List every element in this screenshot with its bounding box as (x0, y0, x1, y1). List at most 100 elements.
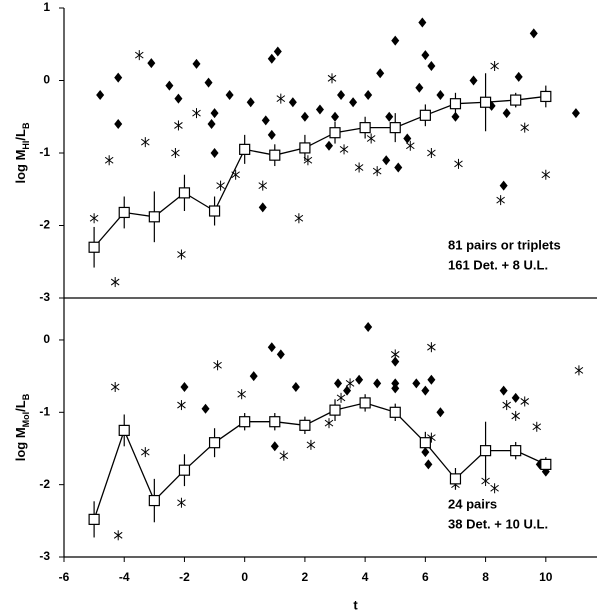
upper-limit (532, 421, 542, 432)
upper-limit-stroke (171, 149, 180, 157)
upper-limit-stroke (574, 366, 584, 374)
detection (291, 381, 300, 392)
y-tick-label: -3 (39, 290, 50, 304)
mean-point (299, 419, 311, 431)
detection (418, 17, 427, 28)
upper-limit (134, 50, 144, 61)
upper-limit-stroke (237, 390, 246, 398)
x-tick-label: -2 (179, 570, 190, 584)
mean-point (329, 404, 341, 416)
y-axis-label: log MHI/LB (13, 122, 31, 184)
annotation: 161 Det. + 8 U.L. (448, 257, 548, 272)
upper-limit (336, 392, 346, 403)
upper-limit (110, 381, 120, 392)
annotation: 38 Det. + 10 U.L. (448, 516, 548, 531)
detection (201, 403, 210, 414)
detection (267, 129, 276, 140)
mean-point (419, 437, 431, 449)
upper-limit-stroke (345, 379, 355, 387)
upper-limit-stroke (427, 149, 436, 157)
detection (96, 90, 105, 100)
upper-limit (405, 140, 415, 151)
detection (261, 115, 270, 126)
detection (511, 392, 520, 403)
mean-point (540, 90, 552, 103)
x-axis-label: t (353, 597, 358, 612)
x-tick-label: 6 (422, 570, 429, 584)
upper-limit (276, 93, 286, 104)
y-tick-label: 0 (43, 73, 50, 87)
upper-limit (490, 483, 499, 494)
upper-limit (89, 213, 99, 224)
upper-limit (354, 162, 364, 173)
mean-point (118, 206, 130, 219)
detection (376, 68, 385, 79)
mean-line (93, 402, 547, 520)
upper-limit-stroke (324, 419, 334, 427)
detection (436, 407, 445, 418)
upper-limit-stroke (490, 62, 499, 70)
detection (246, 97, 255, 108)
mean-point (419, 109, 431, 121)
y-axis-label: log MMol/LB (13, 393, 31, 461)
upper-limit-stroke (279, 452, 289, 460)
detection (436, 90, 445, 100)
upper-limit-stroke (89, 214, 99, 222)
mean-point (389, 406, 401, 418)
upper-limit-stroke (502, 401, 511, 409)
detection (273, 46, 282, 57)
detection (324, 140, 333, 151)
detection (499, 180, 508, 191)
upper-limit (258, 180, 268, 191)
x-tick-label: 10 (539, 570, 553, 584)
upper-limit-stroke (216, 182, 225, 190)
detection (180, 381, 189, 392)
detection (529, 28, 538, 39)
detection (571, 108, 580, 119)
y-tick-label: 1 (43, 0, 50, 14)
upper-limit (490, 61, 499, 71)
detection (147, 58, 156, 69)
detection (391, 378, 400, 389)
upper-limit (294, 213, 304, 224)
detection (210, 148, 219, 158)
mean-point (359, 397, 371, 409)
upper-limit-stroke (490, 484, 499, 492)
detection (315, 104, 324, 115)
detection (412, 378, 421, 389)
x-tick-label: -4 (119, 570, 130, 584)
detection (355, 374, 364, 385)
upper-limit (502, 400, 511, 411)
upper-limit-stroke (541, 171, 551, 179)
upper-limit (110, 277, 120, 288)
x-tick-label: -6 (59, 570, 70, 584)
upper-limit (177, 400, 186, 411)
detection (427, 61, 436, 71)
upper-limit (427, 342, 436, 353)
y-axis-label-part: Mol (21, 412, 31, 428)
upper-limit-stroke (258, 182, 268, 190)
detection (331, 111, 340, 122)
detection (421, 50, 430, 61)
mean-point (329, 127, 341, 139)
detection (499, 385, 508, 396)
mean-point (449, 473, 462, 485)
y-axis-label-part: HI (21, 141, 31, 150)
detection (391, 383, 400, 394)
detection (373, 378, 382, 389)
y-tick-label: -2 (39, 218, 50, 232)
x-tick-label: 8 (482, 570, 489, 584)
upper-limit-stroke (366, 135, 376, 142)
mean-point (118, 424, 130, 436)
annotation: 24 pairs (448, 496, 497, 511)
upper-limit-stroke (192, 109, 201, 117)
upper-limit (372, 166, 382, 177)
upper-limit (511, 410, 520, 421)
mean-point (208, 205, 221, 217)
upper-limit (454, 158, 463, 169)
mean-point (148, 494, 160, 507)
upper-limit (171, 148, 180, 158)
upper-limit-stroke (496, 196, 505, 204)
upper-limit-stroke (141, 448, 150, 456)
upper-limit-stroke (336, 394, 346, 402)
